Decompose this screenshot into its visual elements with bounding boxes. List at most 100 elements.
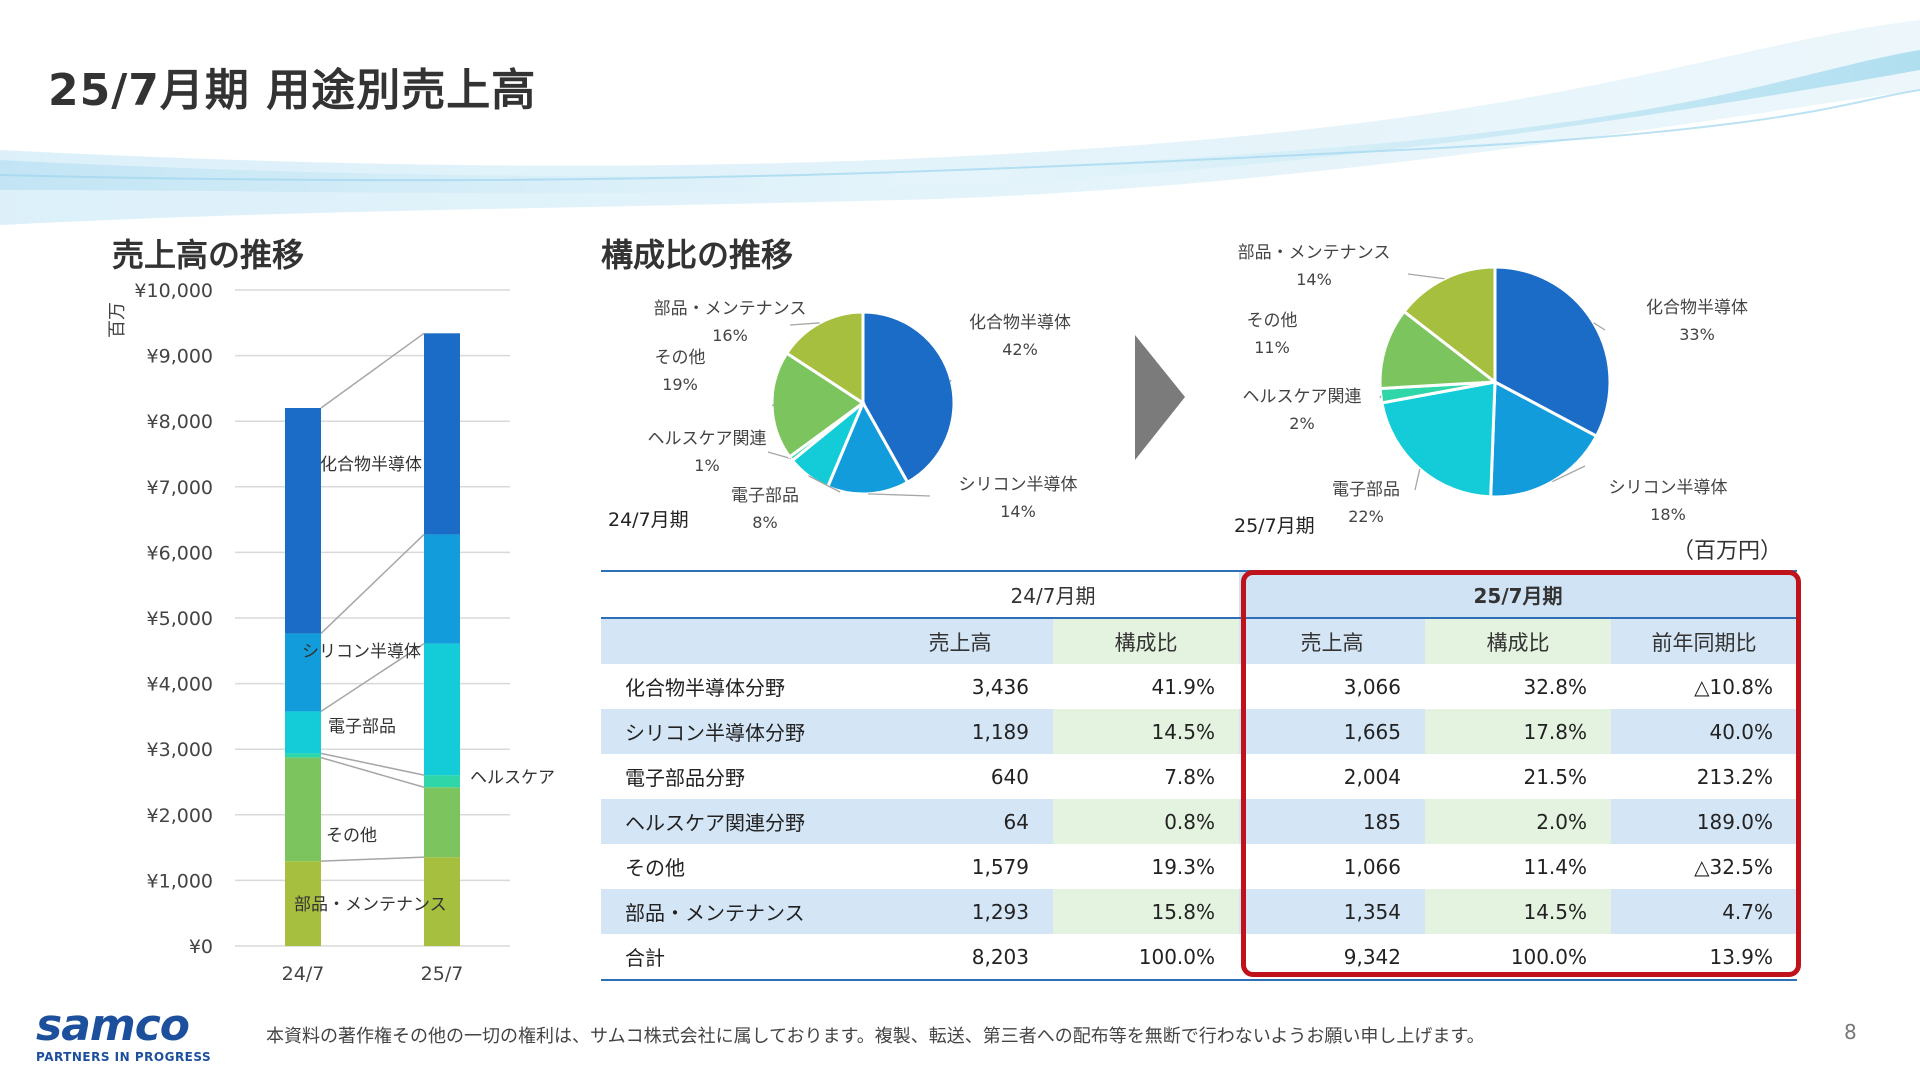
y-tick-label: ¥9,000 <box>147 346 213 368</box>
col-header: 売上高 <box>1239 618 1426 664</box>
slice-name-label: 電子部品 <box>1332 480 1400 500</box>
x-tick-label: 24/7 <box>282 963 325 985</box>
left-section-title: 売上高の推移 <box>112 236 305 274</box>
slide-title: 25/7月期 用途別売上高 <box>48 65 537 116</box>
leader-line <box>1407 273 1445 280</box>
table-row: シリコン半導体分野 1,189 14.5% 1,665 17.8% 40.0% <box>601 709 1798 754</box>
leader-line <box>808 475 841 493</box>
bar-segment <box>424 787 460 858</box>
slice-name-label: シリコン半導体 <box>1609 478 1728 498</box>
bar-segment <box>285 861 321 946</box>
logo-text: samco <box>36 1000 190 1051</box>
table-cell: 189.0% <box>1611 799 1798 844</box>
slice-name-label: ヘルスケア関連 <box>1243 387 1362 407</box>
row-label: その他 <box>601 844 867 889</box>
y-tick-label: ¥1,000 <box>147 870 213 892</box>
slice-percent-label: 14% <box>1296 270 1332 289</box>
row-label: 合計 <box>601 934 867 981</box>
table-cell: 19.3% <box>1053 844 1240 889</box>
table-cell: 1,293 <box>867 889 1053 934</box>
y-tick-label: ¥10,000 <box>134 280 213 302</box>
table-cell: 1,066 <box>1239 844 1426 889</box>
slice-name-label: 部品・メンテナンス <box>654 299 807 319</box>
stacked-bar-chart: 百万 ¥0 ¥1,000 ¥2,000 ¥3,000 ¥4,000 ¥5,000 ¥6,000… <box>107 280 555 985</box>
table-row: 部品・メンテナンス 1,293 15.8% 1,354 14.5% 4.7% <box>601 889 1798 934</box>
y-tick-label: ¥4,000 <box>147 674 213 696</box>
col-header: 構成比 <box>1053 618 1240 664</box>
pie-slice <box>1493 265 1612 439</box>
leader-line <box>767 451 792 460</box>
table-cell: 8,203 <box>867 934 1053 981</box>
company-logo: samco PARTNERS IN PROGRESS <box>36 1000 211 1065</box>
leader-line <box>789 322 820 326</box>
slice-percent-label: 22% <box>1348 507 1384 526</box>
series-label: その他 <box>326 826 377 846</box>
table-cell: 64 <box>867 799 1053 844</box>
table-cell: 15.8% <box>1053 889 1240 934</box>
slice-name-label: 部品・メンテナンス <box>1238 243 1391 263</box>
slice-percent-label: 16% <box>712 326 748 345</box>
row-label: ヘルスケア関連分野 <box>601 799 867 844</box>
x-tick-label: 25/7 <box>421 963 464 985</box>
sales-table: 24/7月期 25/7月期 売上高 構成比 売上高 構成比 前年同期比 化合物半… <box>601 570 1798 981</box>
table-cell: 32.8% <box>1425 664 1612 709</box>
y-tick-label: ¥7,000 <box>147 477 213 499</box>
row-label: 化合物半導体分野 <box>601 664 867 709</box>
table-cell: 2,004 <box>1239 754 1426 799</box>
connector-line <box>320 643 425 713</box>
table-cell: 17.8% <box>1425 709 1612 754</box>
slice-percent-label: 1% <box>694 456 719 475</box>
series-label: ヘルスケア <box>470 768 555 788</box>
bar-segment <box>285 757 321 862</box>
leader-line <box>1379 395 1382 399</box>
series-label: 部品・メンテナンス <box>294 895 447 915</box>
arrow-right-icon <box>1135 335 1185 460</box>
col-header: 構成比 <box>1425 618 1612 664</box>
y-tick-label: ¥0 <box>189 936 213 958</box>
slice-percent-label: 18% <box>1650 505 1686 524</box>
table-cell: 213.2% <box>1611 754 1798 799</box>
series-label: シリコン半導体 <box>302 642 421 662</box>
pie-chart-prev: 化合物半導体 42% シリコン半導体 14% 電子部品 8% ヘルスケア関連 1% その他 19%… <box>608 299 1078 532</box>
current-period-highlight <box>1241 570 1801 977</box>
table-cell: 100.0% <box>1053 934 1240 981</box>
y-axis-label: 百万 <box>107 302 128 338</box>
slice-name-label: 化合物半導体 <box>1646 298 1748 318</box>
leader-line <box>1414 468 1421 491</box>
table-cell: 185 <box>1239 799 1426 844</box>
series-label: 電子部品 <box>328 717 396 737</box>
table-cell: 14.5% <box>1053 709 1240 754</box>
period-header-curr: 25/7月期 <box>1239 570 1798 619</box>
y-tick-label: ¥6,000 <box>147 542 213 564</box>
table-cell: 7.8% <box>1053 754 1240 799</box>
slice-name-label: その他 <box>655 348 706 368</box>
table-row: ヘルスケア関連分野 64 0.8% 185 2.0% 189.0% <box>601 799 1798 844</box>
table-body: 化合物半導体分野 3,436 41.9% 3,066 32.8% △10.8% シリコン半導… <box>601 664 1798 981</box>
slice-name-label: 電子部品 <box>731 486 799 506</box>
bar-segment <box>424 643 460 776</box>
connector-line <box>320 332 425 409</box>
table-cell: 3,436 <box>867 664 1053 709</box>
row-label: 電子部品分野 <box>601 754 867 799</box>
row-label: シリコン半導体分野 <box>601 709 867 754</box>
period-label: 24/7月期 <box>608 509 689 531</box>
col-header: 売上高 <box>867 618 1053 664</box>
table-row: 化合物半導体分野 3,436 41.9% 3,066 32.8% △10.8% <box>601 664 1798 709</box>
col-header: 前年同期比 <box>1611 618 1798 664</box>
leader-line <box>868 493 931 497</box>
y-tick-label: ¥5,000 <box>147 608 213 630</box>
page-number: 8 <box>1844 1020 1857 1044</box>
table-cell: 11.4% <box>1425 844 1612 889</box>
table-cell: △32.5% <box>1611 844 1798 889</box>
bar-segment <box>424 857 460 946</box>
series-label: 化合物半導体 <box>320 455 422 475</box>
table-cell: 41.9% <box>1053 664 1240 709</box>
slice-name-label: シリコン半導体 <box>959 475 1078 495</box>
connector-line <box>320 752 425 776</box>
unit-note: （百万円） <box>1671 539 1782 564</box>
bar-segment <box>285 753 321 758</box>
table-row: その他 1,579 19.3% 1,066 11.4% △32.5% <box>601 844 1798 889</box>
table-cell: 21.5% <box>1425 754 1612 799</box>
copyright-note: 本資料の著作権その他の一切の権利は、サムコ株式会社に属しております。複製、転送、… <box>266 1026 1485 1047</box>
connector-line <box>320 856 425 862</box>
